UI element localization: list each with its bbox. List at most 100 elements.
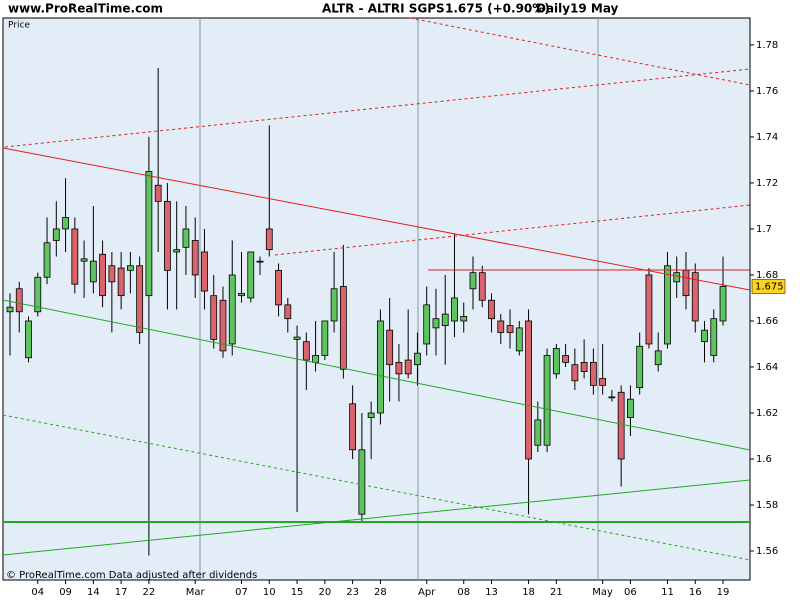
candle-body: [293, 336, 301, 340]
candle-body: [34, 276, 42, 313]
candle-body: [284, 304, 292, 320]
y-axis-label: Price: [8, 21, 30, 31]
candle-body: [451, 297, 458, 322]
x-tick-label: 28: [374, 587, 387, 598]
x-tick-label: 06: [624, 587, 637, 598]
date: 19 May: [570, 2, 619, 16]
x-tick-label: 23: [346, 587, 359, 598]
candle-body: [701, 329, 708, 343]
site-name: www.ProRealTime.com: [8, 2, 163, 16]
trendline: [4, 68, 751, 148]
last-price-box: [751, 279, 786, 294]
candle-body: [136, 265, 144, 333]
candle-body: [330, 288, 338, 322]
candle-body: [173, 249, 181, 253]
candle-body: [164, 200, 171, 271]
plot-area: [2, 17, 751, 581]
x-tick-label: Apr: [418, 587, 436, 598]
x-tick-label: Mar: [186, 587, 206, 598]
trendlines: [2, 17, 751, 561]
candle-body: [80, 258, 88, 262]
instrument-title: ALTR - ALTRI SGPS: [322, 2, 445, 16]
x-tick-label: 17: [115, 587, 128, 598]
candle-body: [99, 253, 106, 297]
candle-body: [497, 320, 505, 333]
trendline: [2, 147, 751, 291]
candle-body: [154, 184, 162, 202]
candle-body: [627, 398, 634, 418]
x-tick-label: May: [592, 587, 613, 598]
x-tick-label: 04: [31, 587, 44, 598]
x-tick-label: 21: [550, 587, 563, 598]
candle-body: [395, 361, 403, 375]
candle-body: [108, 265, 116, 283]
candle-body: [71, 228, 79, 285]
candle-body: [673, 272, 681, 283]
candle-body: [552, 348, 560, 375]
candle-body: [89, 260, 97, 283]
trendline: [2, 299, 751, 451]
candle-body: [117, 267, 125, 297]
y-tick-label: 1.68: [756, 270, 778, 281]
candle-body: [469, 272, 477, 290]
y-tick-label: 1.66: [756, 316, 778, 327]
candle-body: [691, 272, 699, 322]
candle-body: [571, 364, 579, 382]
y-tick-label: 1.58: [756, 500, 778, 511]
candle-body: [52, 228, 60, 241]
candle-body: [478, 272, 486, 301]
candle-body: [219, 299, 227, 352]
candle-body: [543, 355, 551, 446]
x-tick-label: 22: [143, 587, 156, 598]
candle-body: [210, 295, 218, 340]
x-tick-label: 09: [59, 587, 72, 598]
candle-body: [719, 286, 727, 322]
candle-body: [339, 286, 347, 370]
candle-body: [404, 359, 412, 375]
candle-body: [636, 345, 644, 389]
candle-body: [201, 251, 208, 292]
candle-body: [506, 325, 514, 333]
x-tick-label: 19: [717, 587, 730, 598]
candle-body: [182, 228, 190, 248]
x-tick-label: 16: [689, 587, 702, 598]
x-tick-label: 11: [661, 587, 674, 598]
candle-body: [608, 396, 616, 399]
candle-body: [275, 269, 282, 306]
period: Daily: [536, 2, 570, 16]
candle-body: [62, 217, 69, 230]
x-tick-label: 08: [457, 587, 470, 598]
candle-body: [25, 320, 32, 359]
y-tick-label: 1.64: [756, 362, 778, 373]
trendline: [2, 479, 751, 556]
candle-body: [414, 352, 421, 366]
candle-body: [599, 378, 607, 386]
trendline: [274, 204, 751, 256]
candle-body: [488, 299, 495, 320]
candle-body: [682, 269, 690, 297]
candle-body: [228, 274, 236, 345]
x-tick-label: 14: [87, 587, 100, 598]
quote: 1.675 (+0.90%): [445, 2, 550, 16]
y-tick-label: 1.56: [756, 546, 778, 557]
candle-body: [664, 265, 671, 345]
candle-body: [6, 306, 14, 313]
trendline: [2, 414, 751, 561]
x-tick-label: 18: [522, 587, 535, 598]
candle-body: [562, 355, 569, 363]
footer: © ProRealTime.com Data adjusted after di…: [6, 570, 257, 581]
y-tick-label: 1.78: [756, 40, 778, 51]
candle-body: [386, 329, 394, 366]
candle-body: [441, 313, 449, 326]
candle-body: [460, 315, 468, 322]
candles: [6, 67, 727, 556]
candle-body: [15, 288, 23, 313]
y-tick-label: 1.74: [756, 132, 778, 143]
candle-body: [423, 304, 431, 345]
candle-body: [265, 228, 273, 251]
candle-body: [358, 449, 366, 515]
candle-body: [349, 403, 357, 451]
candle-body: [654, 350, 662, 366]
candle-body: [580, 361, 588, 372]
